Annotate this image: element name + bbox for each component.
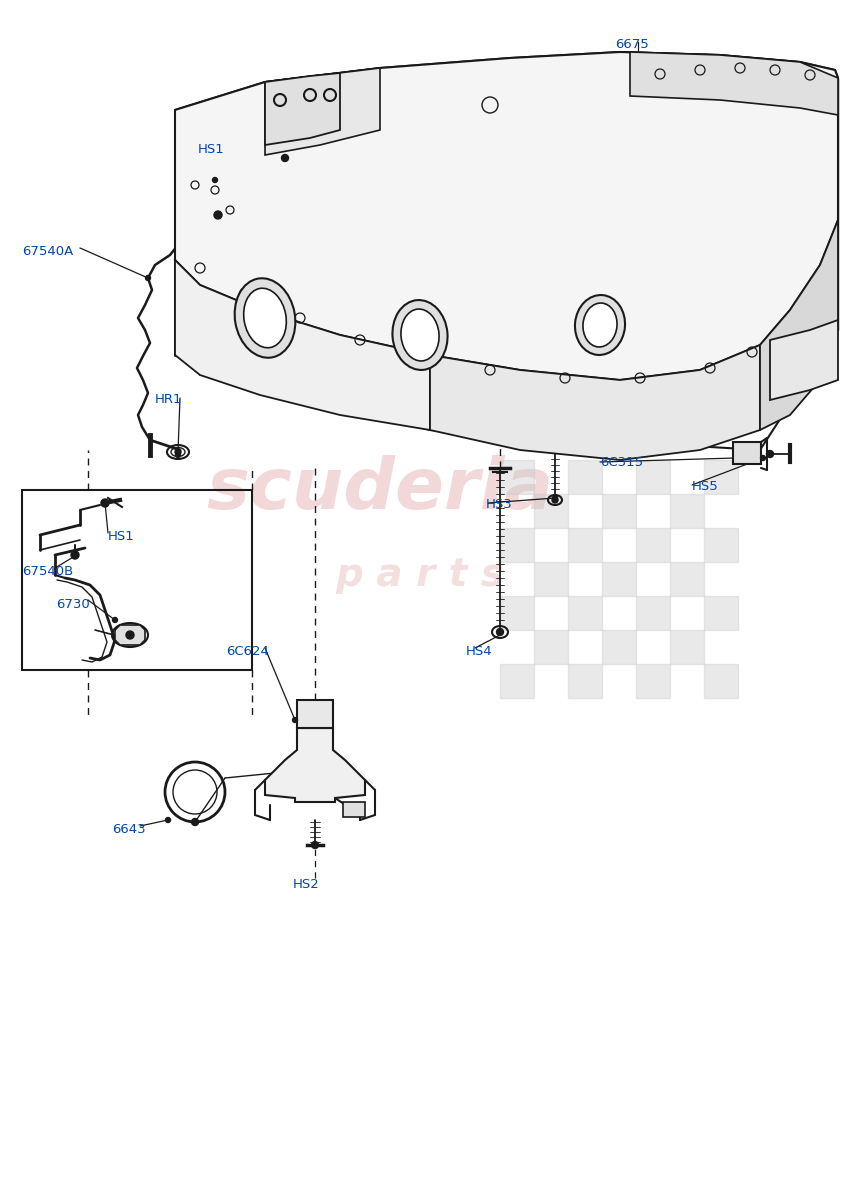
Bar [602,562,636,596]
Bar [568,528,602,562]
Circle shape [766,450,773,457]
Bar [636,528,670,562]
Bar [704,664,738,698]
Text: 6643: 6643 [112,823,146,836]
Circle shape [145,276,150,281]
Ellipse shape [575,295,625,355]
Circle shape [102,500,107,505]
Ellipse shape [244,288,286,348]
Polygon shape [115,625,145,646]
Text: HS1: HS1 [108,530,135,542]
Bar [670,562,704,596]
Polygon shape [430,346,760,460]
Circle shape [175,452,180,457]
Circle shape [497,629,503,636]
Text: 67540B: 67540B [22,565,73,578]
Circle shape [312,841,319,848]
Bar [704,460,738,494]
Text: 67540A: 67540A [22,245,73,258]
Text: HS5: HS5 [692,480,719,493]
Ellipse shape [393,300,448,370]
Text: 6730: 6730 [56,598,89,611]
Bar [636,664,670,698]
Bar [733,442,761,464]
Bar [568,664,602,698]
Bar [636,596,670,630]
Bar [704,528,738,562]
Bar [568,460,602,494]
Bar [297,700,333,728]
Bar [500,528,534,562]
Circle shape [192,818,198,826]
Polygon shape [760,78,838,430]
Circle shape [166,817,170,822]
Ellipse shape [583,304,617,347]
Circle shape [101,499,109,506]
Text: 6C624: 6C624 [226,646,269,658]
Circle shape [760,456,765,461]
Text: HS4: HS4 [466,646,492,658]
Bar [568,596,602,630]
Text: HS1: HS1 [198,143,225,156]
Circle shape [71,551,79,559]
Text: HS3: HS3 [486,498,513,511]
Bar [636,460,670,494]
Polygon shape [265,73,340,145]
Bar [500,664,534,698]
Bar [500,460,534,494]
Text: HR1: HR1 [155,392,182,406]
Polygon shape [265,728,365,802]
Polygon shape [770,320,838,400]
Polygon shape [175,260,430,430]
Circle shape [282,155,289,162]
Text: p a r t s: p a r t s [336,556,504,594]
Circle shape [552,497,558,503]
Text: 6C315: 6C315 [600,456,643,469]
Bar [602,630,636,664]
Bar [534,494,568,528]
Bar [670,494,704,528]
Bar [602,494,636,528]
Circle shape [293,718,297,722]
Circle shape [552,496,557,500]
Polygon shape [630,52,838,115]
Circle shape [175,449,181,455]
Polygon shape [265,68,380,155]
Ellipse shape [401,310,439,361]
Circle shape [72,553,77,558]
Bar [534,562,568,596]
Polygon shape [175,52,838,380]
Bar [670,630,704,664]
Text: scuderia: scuderia [206,456,553,524]
Circle shape [126,631,134,638]
Ellipse shape [235,278,295,358]
Bar [343,802,365,817]
Bar [500,596,534,630]
Circle shape [113,618,118,623]
Circle shape [214,211,222,218]
Bar [22,490,252,670]
Bar [534,630,568,664]
Bar [704,596,738,630]
Text: HS2: HS2 [293,878,320,890]
Circle shape [212,178,217,182]
Text: 6675: 6675 [615,38,649,50]
